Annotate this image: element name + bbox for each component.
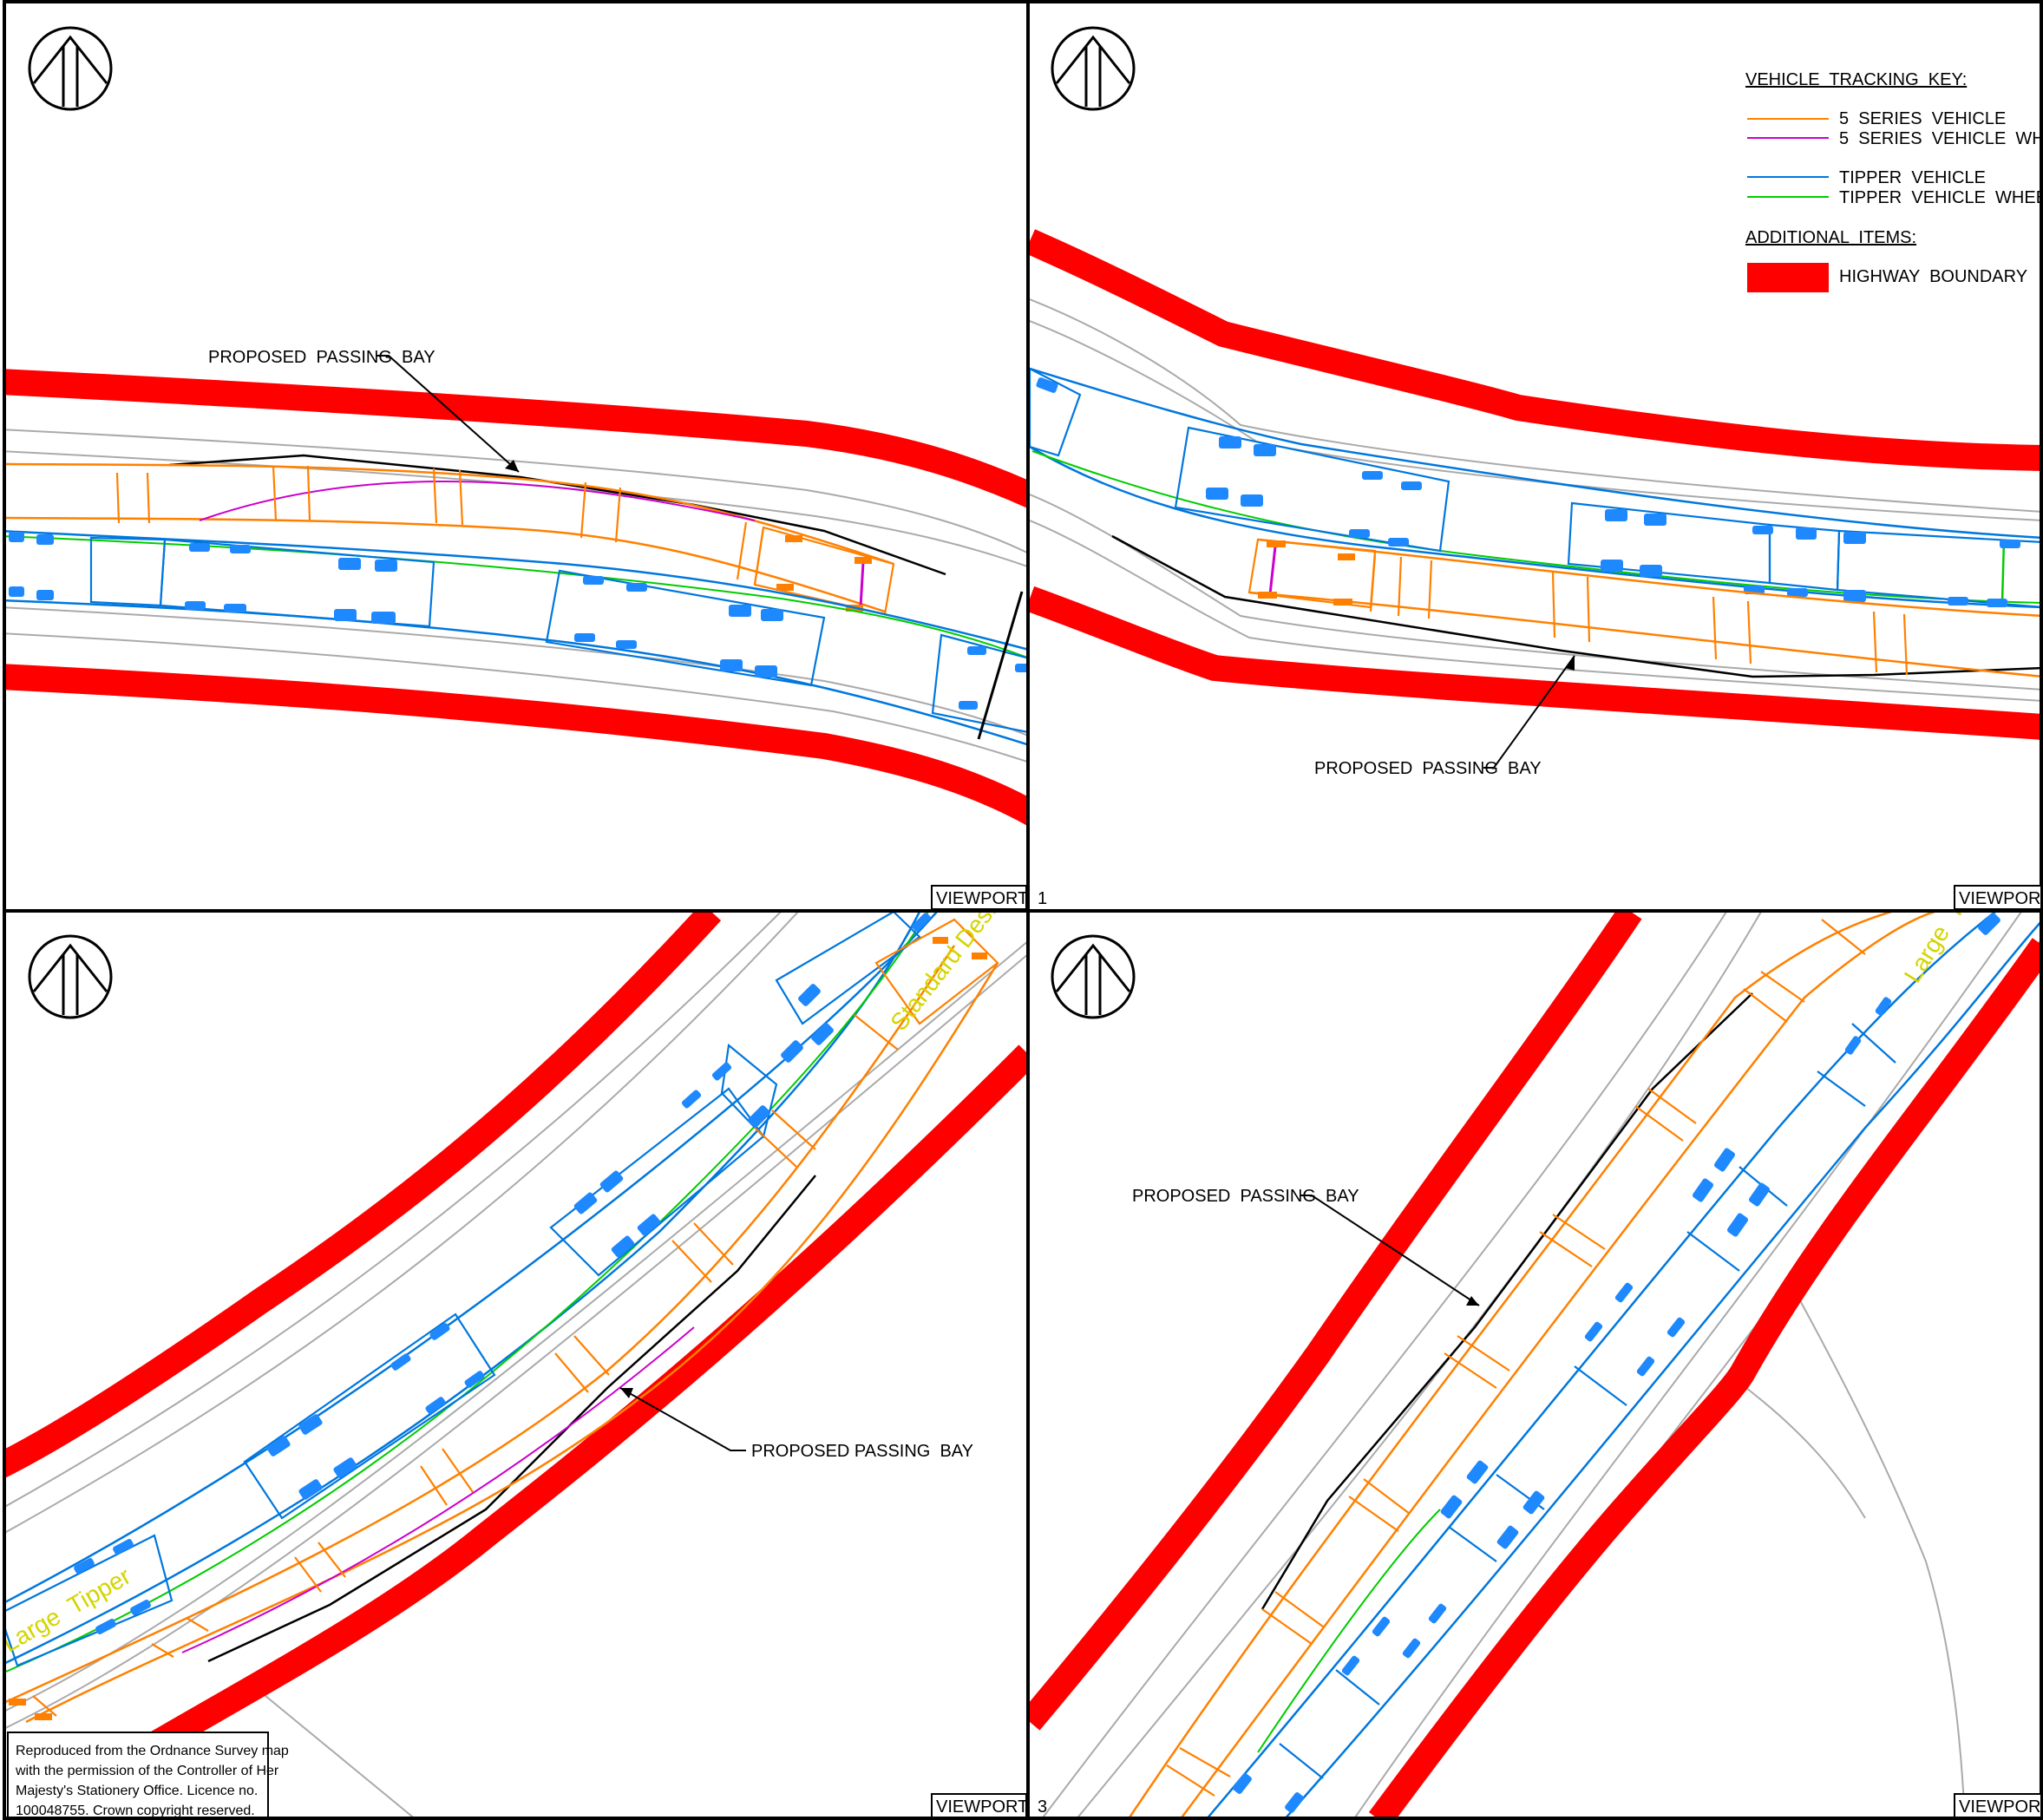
- highway-boundary-line: [6, 369, 1028, 508]
- highway-boundary-line: [1030, 912, 1642, 1731]
- additional-items-title: ADDITIONAL ITEMS:: [1745, 228, 1916, 247]
- north-arrow-icon: [28, 26, 113, 111]
- svg-text:Reproduced from the Ordnance S: Reproduced from the Ordnance Survey map: [16, 1744, 289, 1758]
- key-item-label: 5 SERIES VEHICLE: [1839, 109, 2006, 128]
- highway-boundary-line: [1030, 229, 2043, 471]
- north-arrow-icon: [1051, 934, 1136, 1019]
- viewport-2: PROPOSED PASSING BAY: [1030, 26, 2043, 778]
- highway-boundary-line: [1030, 586, 2043, 740]
- key-item-label: TIPPER VEHICLE WHEELS: [1839, 188, 2043, 207]
- key-item-label: HIGHWAY BOUNDARY: [1839, 267, 2027, 286]
- passing-bay-callout: PROPOSED PASSING BAY: [208, 348, 435, 367]
- svg-text:with the permission of the Con: with the permission of the Controller of…: [15, 1764, 279, 1778]
- svg-text:VIEWPORT 3: VIEWPORT 3: [936, 1797, 1047, 1817]
- viewport-label-4: VIEWPORT 4: [1954, 1793, 2043, 1818]
- vehicle-tracking-key: VEHICLE TRACKING KEY: 5 SERIES VEHICLE 5…: [1745, 70, 2043, 292]
- key-title: VEHICLE TRACKING KEY:: [1745, 70, 1967, 89]
- highway-boundary-line: [6, 912, 722, 1478]
- highway-boundary-line: [6, 664, 1028, 826]
- viewport-label-1: VIEWPORT 1: [931, 885, 1047, 910]
- svg-text:VIEWPORT 2: VIEWPORT 2: [1959, 889, 2043, 908]
- viewport-1: PROPOSED PASSING BAY: [6, 26, 1028, 826]
- passing-bay-line: [207, 1175, 816, 1663]
- copyright-note: Reproduced from the Ordnance Survey map …: [7, 1732, 289, 1818]
- passing-bay-line: [168, 454, 946, 576]
- svg-text:VIEWPORT 4: VIEWPORT 4: [1959, 1797, 2043, 1817]
- viewport-label-3: VIEWPORT 3: [931, 1793, 1047, 1818]
- svg-text:100048755. Crown copyright res: 100048755. Crown copyright reserved.: [16, 1804, 255, 1818]
- north-arrow-icon: [1051, 26, 1136, 111]
- svg-text:VIEWPORT 1: VIEWPORT 1: [936, 889, 1047, 908]
- passing-bay-line: [1111, 534, 2043, 678]
- svg-text:Majesty's Stationery Office. L: Majesty's Stationery Office. Licence no.: [16, 1784, 258, 1798]
- key-item-label: 5 SERIES VEHICLE WHEELS: [1839, 129, 2043, 148]
- key-item-label: TIPPER VEHICLE: [1839, 168, 1986, 187]
- north-arrow-icon: [28, 934, 113, 1019]
- viewport-4: Large Tipper PROPOSED PASSING BAY: [1030, 912, 2043, 1818]
- viewport-label-2: VIEWPORT 2: [1954, 885, 2043, 910]
- highway-boundary-line: [149, 1044, 1028, 1755]
- passing-bay-line: [1261, 992, 1753, 1610]
- highway-boundary-line: [1368, 938, 2043, 1818]
- passing-bay-callout: PROPOSED PASSING BAY: [751, 1442, 973, 1461]
- passing-bay-callout: PROPOSED PASSING BAY: [1314, 759, 1542, 778]
- passing-bay-callout: PROPOSED PASSING BAY: [1132, 1187, 1359, 1206]
